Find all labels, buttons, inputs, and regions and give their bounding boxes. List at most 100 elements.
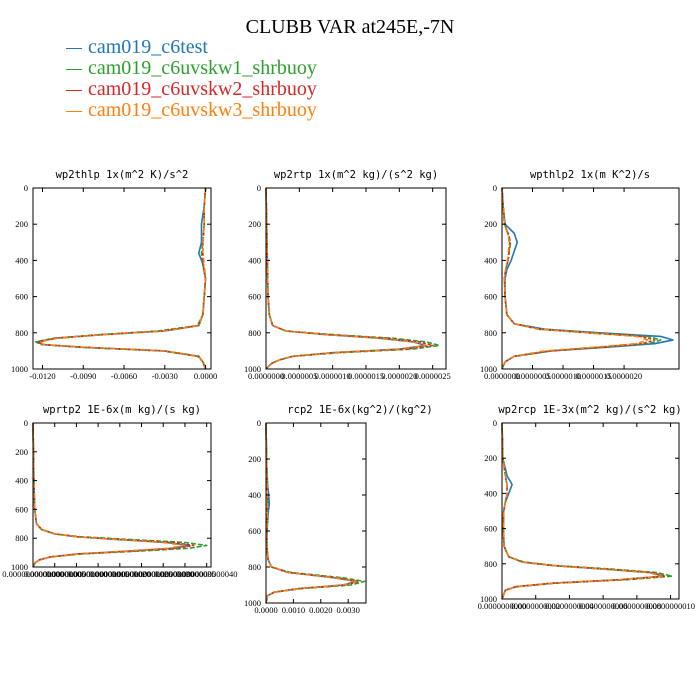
- y-tick-label: 1000: [11, 562, 28, 572]
- y-tick-label: 800: [248, 562, 261, 572]
- panel-2: wp2rtp 1x(m^2 kg)/(s^2 kg) 0 200 400 600 800 1…: [244, 169, 451, 381]
- y-tick-label: 0: [257, 183, 261, 193]
- y-tick-label: 200: [15, 219, 28, 229]
- series-line-1: [265, 187, 427, 370]
- y-tick-label: 400: [15, 255, 28, 265]
- x-tick-label: 0.0010: [282, 605, 305, 615]
- x-tick-label: 0.0000000000035: [154, 569, 216, 579]
- x-tick-label: 0.0000020: [606, 371, 642, 381]
- plot-frame: [501, 422, 680, 600]
- series-line-1: [265, 422, 358, 604]
- legend-label: cam019_c6uvskw1_shrbuoy: [88, 57, 317, 79]
- x-tick-label: 0.0000000000040: [176, 569, 238, 579]
- series-line-4: [32, 422, 186, 568]
- y-tick-label: 400: [484, 255, 497, 265]
- y-tick-label: 0: [24, 418, 28, 428]
- y-tick-label: 0: [493, 418, 497, 428]
- y-tick-label: 800: [484, 559, 497, 569]
- x-tick-label: 0.0000000000015: [67, 569, 129, 579]
- x-tick-label: 0.0000000000025: [111, 569, 173, 579]
- panel-5: rcp2 1E-6x(kg^2)/(kg^2) 0 200 400 600 800 1000…: [244, 404, 433, 615]
- series-line-4: [38, 187, 207, 370]
- x-tick-label: 0.0030: [337, 605, 360, 615]
- y-tick-label: 600: [248, 526, 261, 536]
- plot-frame: [32, 187, 212, 370]
- x-tick-label: 0.0000015: [575, 371, 611, 381]
- legend: cam019_c6test cam019_c6uvskw1_shrbuoy ca…: [66, 37, 317, 121]
- series-line-2: [34, 187, 207, 370]
- panel-title: wp2rtp 1x(m^2 kg)/(s^2 kg): [274, 169, 438, 181]
- y-tick-label: 1000: [11, 364, 28, 374]
- x-tick-label: 0.0000015: [348, 371, 384, 381]
- panel-title: wp2rcp 1E-3x(m^2 kg)/(s^2 kg): [498, 404, 681, 416]
- plot-frame: [265, 422, 367, 604]
- panel-title: wpthlp2 1x(m K^2)/s: [530, 169, 650, 181]
- x-tick-label: 0.0000000006: [579, 601, 628, 611]
- y-tick-label: 600: [15, 504, 28, 514]
- legend-swatch: [66, 47, 82, 49]
- legend-label: cam019_c6uvskw3_shrbuoy: [88, 99, 317, 121]
- x-tick-label: 0.0000005: [281, 371, 317, 381]
- series-line-2: [501, 187, 662, 370]
- y-tick-label: 1000: [244, 598, 261, 608]
- y-tick-label: 800: [484, 328, 497, 338]
- panel-title: wprtp2 1E-6x(m kg)/(s kg): [43, 404, 201, 416]
- series-line-4: [265, 422, 358, 604]
- panel-1: wp2thlp 1x(m^2 K)/s^2 0 200 400 600 800 1000 -0…: [11, 169, 217, 381]
- y-tick-label: 400: [484, 488, 497, 498]
- y-tick-label: 400: [248, 255, 261, 265]
- panel-6: wp2rcp 1E-3x(m^2 kg)/(s^2 kg)0 200 400 600 8…: [478, 404, 695, 611]
- legend-item-skw2: cam019_c6uvskw2_shrbuoy: [66, 79, 317, 100]
- x-tick-label: 0.0020: [309, 605, 332, 615]
- legend-item-skw1: cam019_c6uvskw1_shrbuoy: [66, 58, 317, 79]
- y-tick-label: 200: [248, 454, 261, 464]
- x-tick-label: 0.0000000002: [511, 601, 560, 611]
- series-line-4: [265, 187, 427, 370]
- panel-4: wprtp2 1E-6x(m kg)/(s kg) 0 200 400 600 800 10…: [2, 404, 237, 579]
- y-tick-label: 1000: [480, 364, 497, 374]
- x-tick-label: 0.0000010: [315, 371, 351, 381]
- legend-swatch: [66, 89, 82, 91]
- x-tick-label: 0.0000: [194, 371, 217, 381]
- x-tick-label: 0.0000000000: [478, 601, 527, 611]
- x-tick-label: 0.0000025: [415, 371, 451, 381]
- x-tick-label: 0.0000000000020: [89, 569, 151, 579]
- x-tick-label: 0.0000005: [514, 371, 550, 381]
- y-tick-label: 800: [15, 328, 28, 338]
- x-tick-label: -0.0090: [70, 371, 96, 381]
- y-tick-label: 800: [15, 533, 28, 543]
- x-tick-label: 0.0000000000010: [46, 569, 108, 579]
- x-tick-label: 0.0000: [254, 605, 277, 615]
- y-tick-label: 0: [24, 183, 28, 193]
- y-tick-label: 1000: [244, 364, 261, 374]
- x-tick-label: 0.0000000000005: [24, 569, 86, 579]
- y-tick-label: 200: [248, 219, 261, 229]
- series-line-1: [501, 187, 674, 370]
- x-tick-label: 0.0000000: [484, 371, 520, 381]
- x-tick-label: -0.0030: [152, 371, 178, 381]
- legend-item-c6test: cam019_c6test: [66, 37, 317, 58]
- y-tick-label: 0: [257, 418, 261, 428]
- figure-title: CLUBB VAR at245E,-7N: [245, 16, 455, 38]
- y-tick-label: 800: [248, 328, 261, 338]
- x-tick-label: 0.0000000000030: [132, 569, 194, 579]
- x-tick-label: 0.0000000004: [545, 601, 595, 611]
- y-tick-label: 600: [484, 292, 497, 302]
- x-tick-label: -0.0060: [111, 371, 137, 381]
- legend-swatch: [66, 68, 82, 70]
- series-line-3: [501, 187, 656, 370]
- y-tick-label: 600: [15, 292, 28, 302]
- panel-title: wp2thlp 1x(m^2 K)/s^2: [56, 169, 189, 181]
- legend-item-skw3: cam019_c6uvskw3_shrbuoy: [66, 100, 317, 121]
- y-tick-label: 200: [484, 453, 497, 463]
- series-line-4: [501, 422, 663, 600]
- x-tick-label: 0.0000000008: [612, 601, 661, 611]
- y-tick-label: 400: [248, 490, 261, 500]
- series-line-1: [32, 422, 191, 568]
- legend-swatch: [66, 110, 82, 112]
- panel-3: wpthlp2 1x(m K^2)/s020040060080010000.00…: [480, 169, 680, 381]
- y-tick-label: 0: [493, 183, 497, 193]
- panel-title: rcp2 1E-6x(kg^2)/(kg^2): [287, 404, 432, 416]
- y-tick-label: 600: [484, 524, 497, 534]
